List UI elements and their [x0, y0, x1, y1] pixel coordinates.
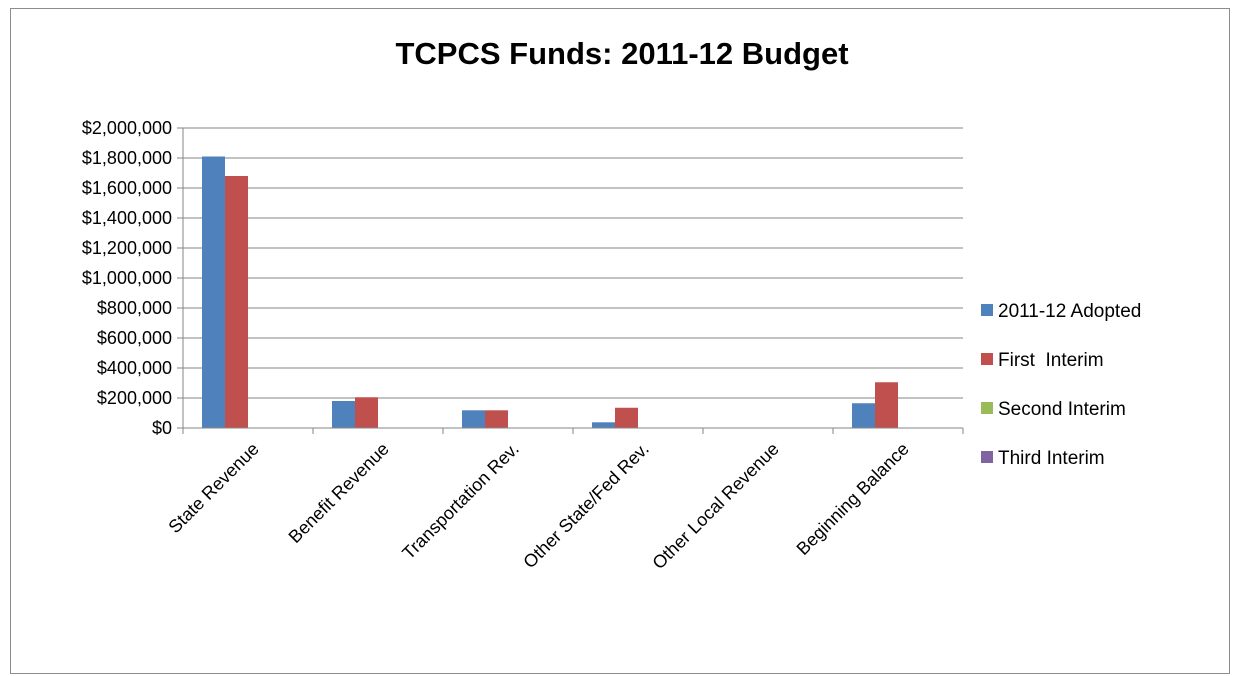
- legend-label: First Interim: [998, 350, 1104, 371]
- bar: [332, 401, 355, 428]
- bar: [852, 403, 875, 428]
- legend-label: Second Interim: [998, 399, 1126, 420]
- y-tick-label: $0: [152, 418, 172, 438]
- bar: [355, 397, 378, 428]
- y-tick-label: $1,000,000: [82, 268, 172, 288]
- bars: [202, 156, 898, 428]
- legend-swatch: [981, 451, 993, 463]
- chart-title: TCPCS Funds: 2011-12 Budget: [395, 36, 848, 71]
- y-tick-label: $1,800,000: [82, 148, 172, 168]
- x-tick-label: Transportation Rev.: [398, 439, 523, 564]
- legend-label: Third Interim: [998, 448, 1105, 469]
- bar: [462, 410, 485, 428]
- bar: [225, 176, 248, 428]
- x-tick-label: Benefit Revenue: [285, 439, 393, 547]
- x-tick-label: Other State/Fed Rev.: [519, 439, 652, 572]
- x-tick-label: Beginning Balance: [793, 439, 913, 559]
- legend: 2011-12 Adopted First Interim Second Inter…: [981, 301, 1141, 469]
- y-tick-label: $1,200,000: [82, 238, 172, 258]
- legend-label: 2011-12 Adopted: [998, 301, 1141, 322]
- legend-swatch: [981, 402, 993, 414]
- y-tick-label: $400,000: [97, 358, 172, 378]
- gridlines: [183, 127, 963, 399]
- y-tick-label: $600,000: [97, 328, 172, 348]
- y-tick-label: $2,000,000: [82, 118, 172, 138]
- x-tick-label: Other Local Revenue: [648, 439, 782, 573]
- y-tick-label: $1,400,000: [82, 208, 172, 228]
- bar: [592, 422, 615, 428]
- bar: [202, 156, 225, 428]
- bar: [615, 407, 638, 428]
- y-tick-label: $1,600,000: [82, 178, 172, 198]
- y-tick-label: $200,000: [97, 388, 172, 408]
- legend-swatch: [981, 304, 993, 316]
- y-tick-label: $800,000: [97, 298, 172, 318]
- legend-swatch: [981, 353, 993, 365]
- bar: [875, 382, 898, 428]
- x-tick-label: State Revenue: [164, 439, 262, 537]
- bar: [485, 410, 508, 428]
